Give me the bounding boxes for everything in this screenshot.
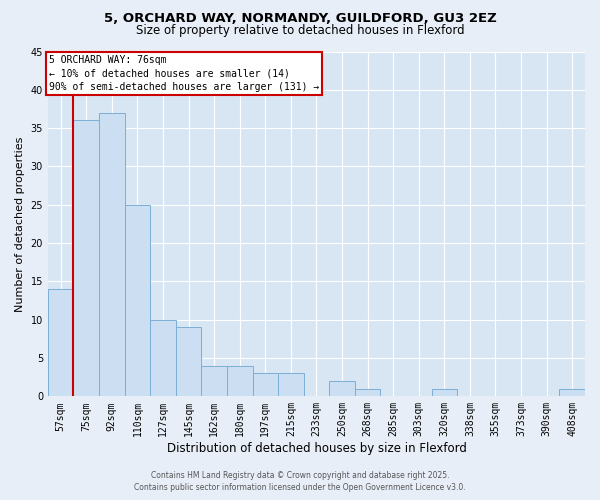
Bar bbox=[278, 374, 304, 396]
Bar bbox=[202, 366, 227, 396]
Bar bbox=[99, 113, 125, 397]
Bar bbox=[73, 120, 99, 396]
Bar bbox=[227, 366, 253, 396]
Bar bbox=[329, 381, 355, 396]
Bar bbox=[431, 388, 457, 396]
Bar bbox=[176, 328, 202, 396]
Y-axis label: Number of detached properties: Number of detached properties bbox=[15, 136, 25, 312]
Text: 5, ORCHARD WAY, NORMANDY, GUILDFORD, GU3 2EZ: 5, ORCHARD WAY, NORMANDY, GUILDFORD, GU3… bbox=[104, 12, 496, 24]
Bar bbox=[559, 388, 585, 396]
Bar bbox=[150, 320, 176, 396]
Text: 5 ORCHARD WAY: 76sqm
← 10% of detached houses are smaller (14)
90% of semi-detac: 5 ORCHARD WAY: 76sqm ← 10% of detached h… bbox=[49, 56, 319, 92]
X-axis label: Distribution of detached houses by size in Flexford: Distribution of detached houses by size … bbox=[167, 442, 466, 455]
Text: Contains HM Land Registry data © Crown copyright and database right 2025.
Contai: Contains HM Land Registry data © Crown c… bbox=[134, 471, 466, 492]
Bar bbox=[253, 374, 278, 396]
Bar bbox=[48, 289, 73, 397]
Text: Size of property relative to detached houses in Flexford: Size of property relative to detached ho… bbox=[136, 24, 464, 37]
Bar bbox=[125, 205, 150, 396]
Bar bbox=[355, 388, 380, 396]
